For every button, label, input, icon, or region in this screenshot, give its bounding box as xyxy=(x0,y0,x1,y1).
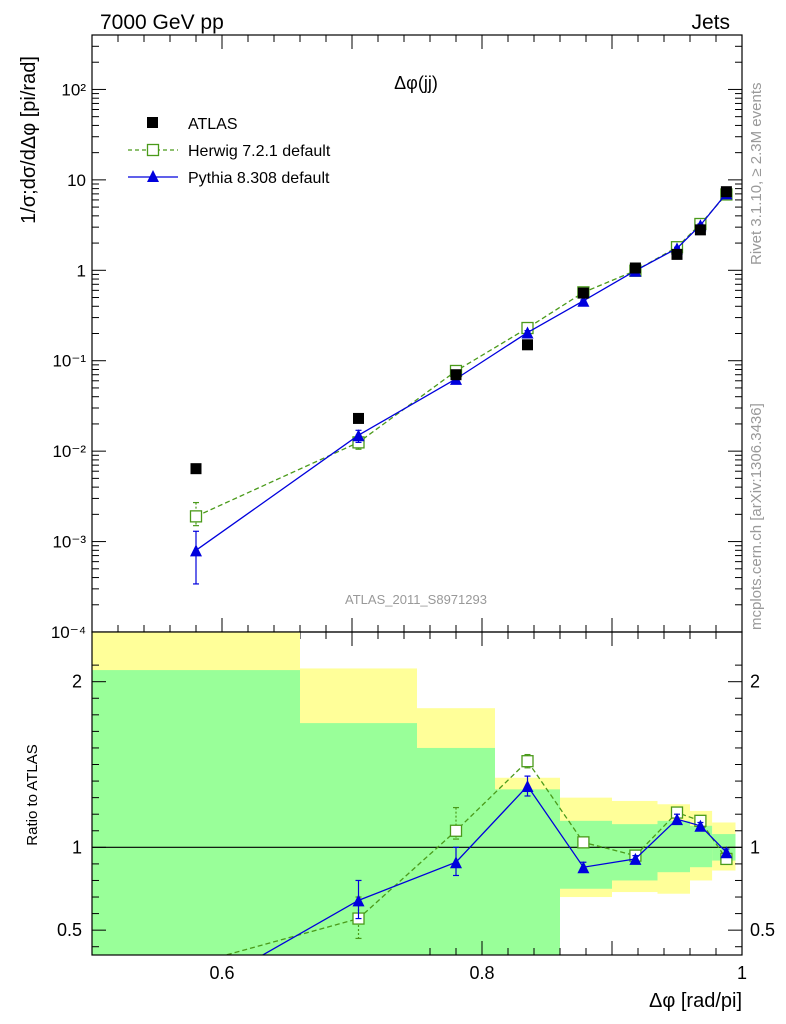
lower-y-tick-label-right: 0.5 xyxy=(750,920,775,940)
green-band-bin xyxy=(560,820,612,889)
lower-y-tick-label-left: 2 xyxy=(72,672,82,692)
legend-atlas-marker xyxy=(147,117,158,128)
ratio-pythia-point xyxy=(629,852,642,865)
ratio-pythia-series xyxy=(190,775,733,999)
header-left: 7000 GeV pp xyxy=(100,11,224,34)
ratio-bands xyxy=(92,632,736,955)
lower-y-tick-label-right: 1 xyxy=(750,837,760,857)
upper-panel: 10⁻⁴ 10⁻³ 10⁻² 10⁻¹ 1 10 10² xyxy=(51,34,743,955)
lower-panel: 0.6 0.8 1 0.5 0.5 1 1 2 2 xyxy=(57,35,775,999)
lower-y-tick-label-right: 2 xyxy=(750,672,760,692)
ratio-pythia-point xyxy=(352,894,365,907)
upper-y-tick-label: 10⁻² xyxy=(52,442,86,461)
chart-title: Δφ(jj) xyxy=(394,73,438,93)
atlas-point xyxy=(522,339,533,351)
green-band-bin xyxy=(657,820,690,873)
lower-frame xyxy=(91,631,743,956)
lower-y-axis-label: Ratio to ATLAS xyxy=(24,744,41,845)
x-tick-label: 0.8 xyxy=(469,963,494,983)
legend-pythia-marker xyxy=(147,170,159,182)
x-axis-label: Δφ [rad/pi] xyxy=(649,990,742,1012)
green-band-bin xyxy=(495,789,560,955)
pythia-point xyxy=(521,326,534,339)
herwig-point xyxy=(189,510,203,523)
ratio-herwig-point xyxy=(191,958,202,969)
atlas-point xyxy=(450,369,462,381)
herwig-line xyxy=(195,194,727,517)
rivet-label: Rivet 3.1.10, ≥ 2.3M events xyxy=(748,83,765,266)
ratio-herwig-point xyxy=(449,824,463,837)
x-tick-label: 1 xyxy=(737,963,747,983)
atlas-point xyxy=(577,287,589,299)
atlas-point xyxy=(720,186,732,198)
lower-y-tick-label-left: 0.5 xyxy=(57,920,82,940)
ratio-pythia-point xyxy=(720,846,733,859)
analysis-label: ATLAS_2011_S8971293 xyxy=(345,592,487,607)
atlas-point xyxy=(694,224,706,236)
ratio-herwig-point xyxy=(577,836,590,849)
upper-y-tick-label: 10² xyxy=(61,80,86,99)
ratio-pythia-point xyxy=(694,819,707,832)
pythia-series xyxy=(190,187,733,585)
pythia-point xyxy=(190,544,202,557)
ratio-pythia-point xyxy=(450,856,462,869)
header-right: Jets xyxy=(691,11,730,34)
legend-herwig-label: Herwig 7.2.1 default xyxy=(188,143,331,160)
pythia-point xyxy=(352,429,365,442)
legend-pythia-label: Pythia 8.308 default xyxy=(188,170,330,187)
x-tick-label: 0.6 xyxy=(209,963,234,983)
herwig-series xyxy=(189,188,733,527)
atlas-point xyxy=(353,412,364,424)
atlas-point xyxy=(629,262,641,274)
upper-y-tick-label: 10⁻⁴ xyxy=(51,623,86,642)
green-band-bin xyxy=(690,825,713,868)
upper-y-tick-label: 1 xyxy=(77,261,86,280)
ratio-pythia-point xyxy=(577,861,590,874)
legend-herwig-marker xyxy=(146,143,160,157)
upper-y-tick-label: 10⁻¹ xyxy=(52,352,86,371)
legend-atlas-label: ATLAS xyxy=(188,116,238,133)
atlas-point xyxy=(671,248,683,260)
upper-y-tick-label: 10⁻³ xyxy=(52,533,86,552)
upper-y-axis-label: 1/σ;dσ/dΔφ [pi/rad] xyxy=(18,56,40,224)
lower-y-tick-label-left: 1 xyxy=(72,837,82,857)
upper-y-tick-label: 10 xyxy=(67,171,86,190)
ratio-pythia-point xyxy=(671,813,683,826)
green-band-bin xyxy=(92,670,300,955)
ratio-herwig-point xyxy=(521,755,534,768)
atlas-series xyxy=(190,186,732,475)
ratio-pythia-point xyxy=(190,987,202,999)
mcplots-label: mcplots.cern.ch [arXiv:1306.3436] xyxy=(748,403,765,630)
atlas-point xyxy=(190,463,202,475)
pythia-point xyxy=(577,294,590,307)
legend: ATLAS Herwig 7.2.1 default Pythia 8.308 … xyxy=(128,116,331,187)
ratio-pythia-point xyxy=(521,780,534,793)
